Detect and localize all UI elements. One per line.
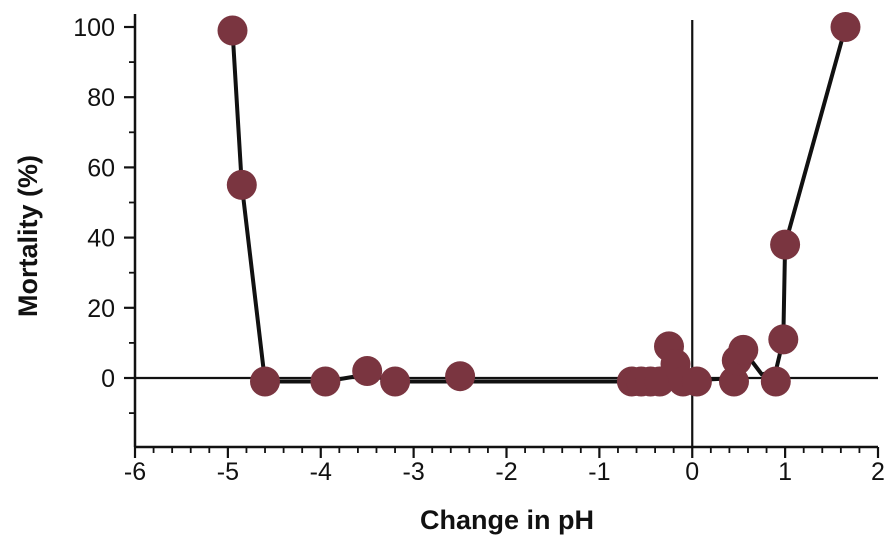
x-tick-label: -1 <box>588 458 610 486</box>
y-tick-label: 40 <box>87 225 115 253</box>
data-point <box>226 169 257 200</box>
y-tick-label: 20 <box>87 295 115 323</box>
y-tick-label: 100 <box>73 14 115 42</box>
data-point <box>310 366 341 397</box>
trend-line <box>230 26 848 384</box>
data-point <box>760 366 791 397</box>
trend-line-layer <box>230 26 848 384</box>
x-tick-label: -2 <box>495 458 517 486</box>
data-point <box>380 366 411 397</box>
y-tick-label: 60 <box>87 154 115 182</box>
x-tick-label: -6 <box>124 458 146 486</box>
x-tick-label: 0 <box>685 458 699 486</box>
data-point <box>768 324 799 355</box>
data-point <box>830 12 861 42</box>
x-tick-label: 1 <box>778 458 792 486</box>
data-point <box>217 15 248 46</box>
x-tick-label: -3 <box>403 458 425 486</box>
y-axis-title: Mortality (%) <box>13 155 43 317</box>
data-point <box>728 334 759 365</box>
data-point <box>770 229 801 260</box>
data-point <box>681 366 712 397</box>
x-tick-label: -4 <box>310 458 332 486</box>
data-points-layer <box>217 12 861 397</box>
data-point <box>250 366 280 397</box>
y-tick-label: 0 <box>101 365 115 393</box>
y-tick-label: 80 <box>87 84 115 112</box>
data-point <box>445 361 476 392</box>
x-tick-label: -5 <box>217 458 239 486</box>
x-axis-title: Change in pH <box>420 505 594 535</box>
data-point <box>352 356 383 386</box>
x-tick-label: 2 <box>871 458 885 486</box>
